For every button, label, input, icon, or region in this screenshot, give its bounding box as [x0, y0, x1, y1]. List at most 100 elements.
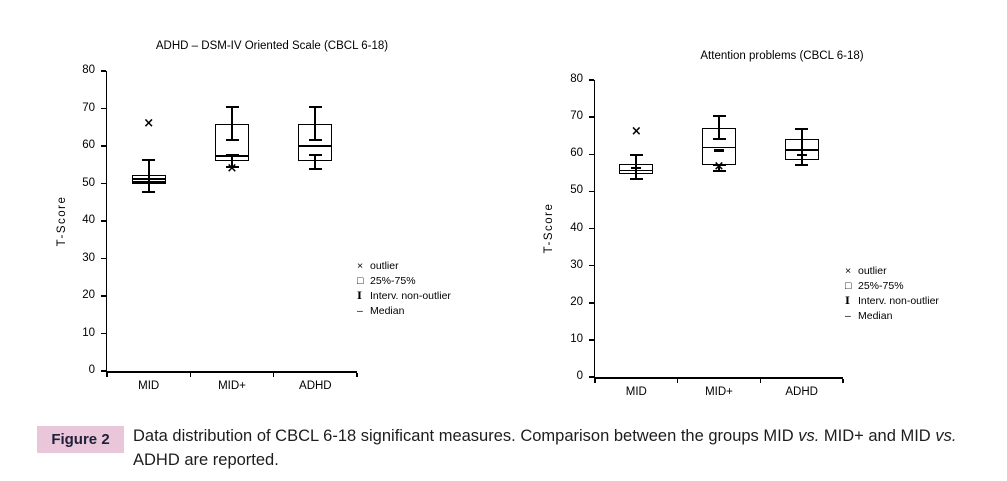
x-tick — [594, 378, 596, 383]
legend-symbol-outlier: × — [845, 265, 852, 277]
legend-label: Median — [370, 305, 405, 317]
chart-title: ADHD – DSM-IV Oriented Scale (CBCL 6-18) — [155, 40, 389, 52]
x-tick — [676, 378, 679, 383]
median-line — [215, 154, 249, 157]
y-tick-label: 80 — [570, 73, 583, 85]
whisker-cap-bottom — [308, 139, 322, 142]
whisker-cap-top — [142, 158, 156, 161]
legend-item: × outlier — [845, 264, 939, 279]
y-tick-label: 70 — [82, 101, 95, 114]
legend-label: outlier — [858, 265, 887, 277]
outlier-marker: × — [713, 159, 725, 175]
outlier-marker: × — [630, 123, 642, 139]
caption-segment: Data distribution of CBCL 6-18 significa… — [133, 427, 799, 445]
y-tick — [100, 145, 106, 147]
legend-item: × outlier — [357, 259, 451, 274]
whisker-cap-bottom — [142, 190, 156, 193]
box-inner-line — [131, 181, 166, 183]
whisker-line — [800, 129, 803, 166]
caption-vs-italic: vs. — [798, 427, 820, 445]
y-tick — [588, 264, 594, 267]
legend-symbol-interv-non-outlier: I — [845, 295, 850, 307]
whisker-cap-bottom — [225, 166, 239, 169]
y-tick-label: 20 — [570, 295, 583, 308]
y-tick — [588, 227, 594, 230]
legend-symbol-25-75-: □ — [357, 275, 364, 287]
y-tick-label: 20 — [82, 289, 95, 301]
y-tick-label: 30 — [570, 258, 583, 271]
median-dash — [631, 166, 642, 170]
whisker-cap-bottom — [712, 169, 726, 172]
box-25-75 — [619, 164, 654, 174]
x-tick — [759, 378, 762, 383]
x-axis-line — [105, 371, 357, 373]
x-tick — [106, 372, 108, 377]
median-dash — [714, 149, 724, 152]
legend-symbol-interv-non-outlier: I — [357, 290, 362, 302]
y-tick — [100, 107, 106, 110]
legend-item: □ 25%-75% — [357, 274, 451, 289]
median-line — [784, 148, 819, 151]
legend-item: □ 25%-75% — [845, 279, 939, 294]
legend-symbol-median: – — [845, 310, 851, 322]
x-tick — [842, 378, 844, 383]
chart-title: Attention problems (CBCL 6-18) — [700, 50, 864, 62]
y-tick-label: 60 — [570, 147, 583, 160]
y-tick — [588, 153, 594, 155]
legend-symbol-outlier: × — [357, 260, 364, 272]
x-axis-line — [593, 377, 843, 379]
legend-label: outlier — [370, 260, 399, 272]
y-tick — [100, 332, 106, 335]
outlier-marker: × — [143, 115, 155, 131]
y-tick-label: 40 — [82, 214, 95, 226]
median-line — [131, 178, 166, 180]
outlier-marker: × — [226, 160, 238, 176]
median-dash — [796, 153, 807, 157]
whisker-line — [718, 164, 720, 171]
y-tick — [588, 376, 594, 378]
x-category-label: MID+ — [218, 380, 246, 392]
whisker-cap-top — [712, 115, 726, 118]
legend: × outlier □ 25%-75% I Interv. non-outlier – Med… — [845, 264, 939, 324]
y-tick-label: 70 — [570, 110, 583, 123]
y-tick — [100, 182, 106, 185]
y-tick-label: 30 — [82, 251, 95, 264]
legend-label: 25%-75% — [858, 280, 904, 292]
x-category-label: ADHD — [785, 386, 818, 398]
whisker-cap-top — [225, 105, 239, 108]
y-tick-label: 10 — [570, 332, 583, 345]
box-25-75 — [298, 123, 333, 161]
legend-symbol-25-75-: □ — [845, 280, 852, 292]
whisker-cap-top — [629, 153, 643, 156]
y-tick — [588, 190, 594, 193]
figure-label-badge: Figure 2 — [37, 426, 124, 453]
y-tick-label: 0 — [88, 364, 95, 376]
caption-vs-italic: vs. — [935, 427, 957, 445]
x-tick — [356, 372, 358, 377]
legend-label: Median — [858, 310, 893, 322]
y-tick-label: 50 — [82, 176, 95, 189]
legend-item: I Interv. non-outlier — [845, 294, 939, 309]
y-tick — [100, 70, 106, 72]
whisker-line — [231, 155, 233, 168]
y-tick-label: 80 — [82, 64, 95, 76]
legend-label: Interv. non-outlier — [370, 290, 451, 302]
figure-caption-text: Data distribution of CBCL 6-18 significa… — [133, 425, 985, 473]
caption-segment: ADHD are reported. — [133, 450, 279, 469]
y-tick-label: 50 — [570, 184, 583, 197]
y-tick — [100, 370, 106, 372]
whisker-cap-bottom — [629, 178, 643, 181]
legend-label: Interv. non-outlier — [858, 295, 939, 307]
legend-item: – Median — [845, 309, 939, 324]
median-line — [619, 169, 654, 172]
y-tick-label: 10 — [82, 326, 95, 339]
y-tick-label: 40 — [570, 221, 583, 234]
whisker-cap-bottom — [712, 138, 726, 141]
x-category-label: MID+ — [705, 386, 733, 398]
y-tick — [588, 79, 594, 81]
x-category-label: ADHD — [299, 380, 332, 392]
whisker-line — [718, 116, 720, 140]
